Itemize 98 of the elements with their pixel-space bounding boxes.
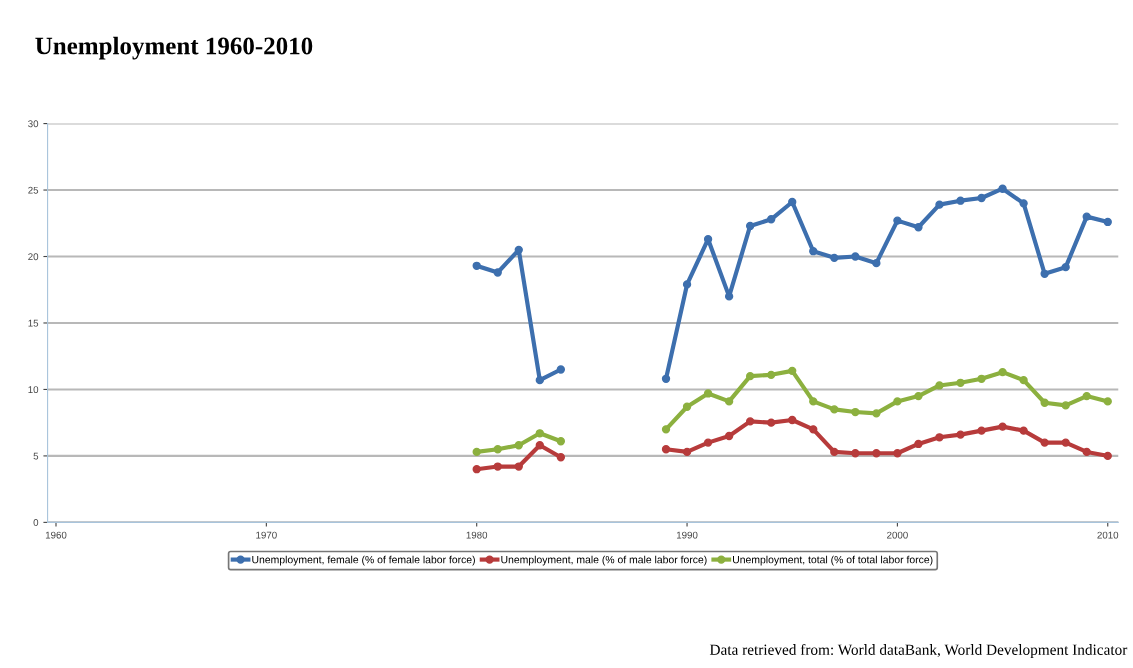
point [872, 409, 881, 418]
point [556, 453, 566, 462]
point [472, 465, 481, 474]
point [914, 223, 923, 232]
point [788, 197, 797, 207]
point [535, 375, 544, 385]
y-tick-label: 25 [28, 186, 39, 194]
text: Data retrieved from: World dataBank, World Development Indicator [709, 643, 1128, 658]
point [724, 292, 734, 301]
y-tick-label: 15 [28, 319, 39, 327]
point [724, 397, 734, 406]
point [1103, 217, 1112, 227]
point [745, 371, 755, 381]
y-tick-label: 0 [33, 519, 39, 526]
point [767, 215, 776, 224]
point [767, 418, 776, 427]
point [1040, 398, 1049, 407]
point [556, 365, 566, 374]
point [1082, 391, 1091, 401]
point [1019, 426, 1028, 435]
point [977, 374, 986, 383]
legend-label: Unemployment, total (% of total labor force) [733, 555, 933, 566]
chart-title: Unemployment 1960-2010 [35, 36, 313, 60]
point [977, 426, 986, 435]
point [745, 417, 755, 426]
x-tick-label: 2000 [887, 531, 908, 539]
y-tick-label: 20 [28, 253, 39, 261]
point [493, 462, 502, 471]
point [872, 449, 881, 458]
point [914, 439, 923, 449]
point [830, 253, 839, 263]
point [1019, 199, 1028, 208]
legend-label: Unemployment, female (% of female labor force) [252, 555, 475, 566]
point [809, 247, 818, 256]
y-tick-label: 5 [33, 452, 39, 460]
point [893, 216, 902, 225]
point [809, 425, 818, 434]
legend-label: Unemployment, male (% of male labor force) [501, 555, 707, 566]
point [1103, 451, 1112, 461]
point [788, 366, 797, 376]
point [1082, 212, 1091, 221]
point [1040, 269, 1049, 278]
point [893, 449, 902, 458]
point [1040, 438, 1049, 447]
point [851, 407, 860, 417]
point [956, 430, 965, 439]
point [493, 268, 502, 277]
point [851, 449, 860, 458]
x-tick-label: 1980 [466, 531, 488, 539]
point [935, 381, 944, 390]
point [514, 245, 523, 255]
point [745, 221, 755, 231]
x-tick-label: 1960 [45, 531, 67, 539]
point [661, 374, 671, 383]
point [935, 200, 944, 209]
point [703, 389, 713, 398]
point [998, 367, 1007, 377]
point [493, 445, 502, 454]
point [556, 437, 566, 446]
point [851, 252, 860, 261]
point [472, 447, 481, 457]
point [893, 397, 902, 406]
point [514, 441, 523, 450]
point [998, 184, 1007, 193]
point [809, 397, 818, 406]
x-tick-label: 2010 [1097, 531, 1119, 539]
point [661, 445, 671, 454]
x-tick-label: 1990 [676, 531, 698, 539]
point [724, 431, 734, 441]
point [1082, 447, 1091, 457]
point [935, 433, 944, 442]
point [956, 196, 965, 205]
point [956, 378, 965, 387]
point [682, 447, 692, 457]
point [472, 261, 481, 270]
y-tick-label: 30 [28, 120, 39, 128]
point [514, 462, 523, 471]
point [535, 429, 544, 438]
point [998, 422, 1007, 431]
point [977, 193, 986, 203]
point [682, 280, 692, 289]
x-tick-label: 1970 [256, 531, 277, 539]
point [767, 370, 776, 379]
point [703, 438, 713, 447]
point [1061, 438, 1070, 447]
point [1061, 401, 1070, 410]
point [661, 425, 671, 434]
point [830, 405, 839, 414]
y-tick-label: 10 [28, 386, 39, 394]
point [788, 415, 797, 425]
point [1103, 397, 1112, 406]
point [1061, 262, 1070, 272]
point [830, 447, 839, 457]
point [1019, 375, 1028, 385]
point [682, 402, 692, 411]
point [872, 258, 881, 268]
point [535, 441, 544, 450]
point [914, 391, 923, 401]
